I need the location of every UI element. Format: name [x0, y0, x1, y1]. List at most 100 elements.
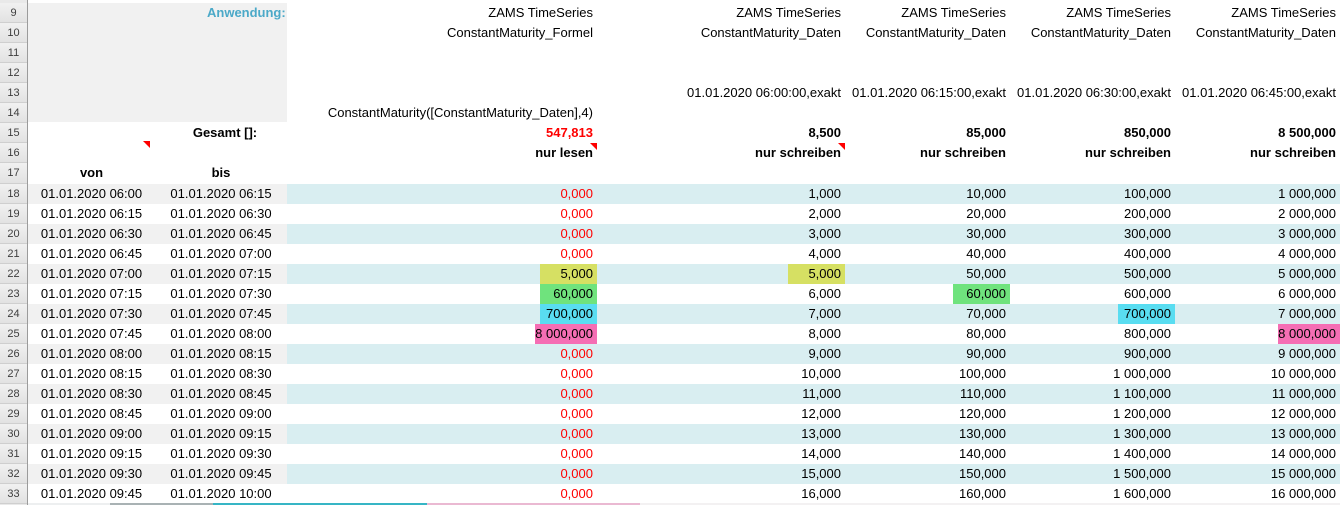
cell-daten-06-15-row25[interactable]: 80,000: [966, 326, 1006, 341]
cell-daten-06-30-row30[interactable]: 1 300,000: [1113, 426, 1171, 441]
cell-formel-row21[interactable]: 0,000: [560, 246, 593, 261]
row-header-14[interactable]: 14: [0, 103, 27, 123]
row-header-24[interactable]: 24: [0, 304, 27, 324]
cell-daten-06-00-row27[interactable]: 10,000: [801, 366, 841, 381]
mode-daten3[interactable]: nur schreiben: [1085, 145, 1171, 160]
col-header-daten2-series[interactable]: ConstantMaturity_Daten: [865, 25, 1006, 40]
cell-von-row25[interactable]: 01.01.2020 07:45: [40, 326, 143, 341]
cell-formel-row26[interactable]: 0,000: [560, 346, 593, 361]
formula-cell[interactable]: ConstantMaturity([ConstantMaturity_Daten…: [327, 105, 593, 120]
col-timestamp-daten1[interactable]: 01.01.2020 06:00:00,exakt: [687, 85, 841, 100]
mode-daten4[interactable]: nur schreiben: [1250, 145, 1336, 160]
mode-formel[interactable]: nur lesen: [535, 145, 593, 160]
col-header-daten4-series[interactable]: ConstantMaturity_Daten: [1195, 25, 1336, 40]
cell-von-row18[interactable]: 01.01.2020 06:00: [40, 186, 143, 201]
cell-daten-06-30-row27[interactable]: 1 000,000: [1113, 366, 1171, 381]
cell-daten-06-15-row19[interactable]: 20,000: [966, 206, 1006, 221]
cell-daten-06-00-row24[interactable]: 7,000: [808, 306, 841, 321]
cell-formel-row19[interactable]: 0,000: [560, 206, 593, 221]
cell-daten-06-00-row29[interactable]: 12,000: [801, 406, 841, 421]
cell-von-row22[interactable]: 01.01.2020 07:00: [40, 266, 143, 281]
cell-von-row26[interactable]: 01.01.2020 08:00: [40, 346, 143, 361]
cell-daten-06-45-row29[interactable]: 12 000,000: [1270, 406, 1336, 421]
cell-formel-row18[interactable]: 0,000: [560, 186, 593, 201]
col-timestamp-daten2[interactable]: 01.01.2020 06:15:00,exakt: [852, 85, 1006, 100]
cell-von-row20[interactable]: 01.01.2020 06:30: [40, 226, 143, 241]
cell-daten-06-00-row25[interactable]: 8,000: [808, 326, 841, 341]
cell-daten-06-30-row33[interactable]: 1 600,000: [1113, 486, 1171, 501]
mode-daten2[interactable]: nur schreiben: [920, 145, 1006, 160]
cell-daten-06-45-row28[interactable]: 11 000,000: [1271, 386, 1336, 401]
gesamt-label[interactable]: Gesamt []:: [192, 125, 258, 140]
cell-daten-06-45-row32[interactable]: 15 000,000: [1270, 466, 1336, 481]
cell-formel-row32[interactable]: 0,000: [560, 466, 593, 481]
cell-formel-row28[interactable]: 0,000: [560, 386, 593, 401]
cell-bis-row20[interactable]: 01.01.2020 06:45: [170, 226, 272, 241]
col-header-daten1-series[interactable]: ConstantMaturity_Daten: [700, 25, 841, 40]
col-timestamp-daten3[interactable]: 01.01.2020 06:30:00,exakt: [1017, 85, 1171, 100]
cell-daten-06-15-row31[interactable]: 140,000: [959, 446, 1006, 461]
cell-daten-06-00-row26[interactable]: 9,000: [808, 346, 841, 361]
row-header-19[interactable]: 19: [0, 204, 27, 224]
cell-bis-row33[interactable]: 01.01.2020 10:00: [170, 486, 272, 501]
cell-von-row32[interactable]: 01.01.2020 09:30: [40, 466, 143, 481]
cell-daten-06-45-row33[interactable]: 16 000,000: [1270, 486, 1336, 501]
cell-bis-row31[interactable]: 01.01.2020 09:30: [170, 446, 272, 461]
cell-daten-06-15-row22[interactable]: 50,000: [966, 266, 1006, 281]
cell-bis-row18[interactable]: 01.01.2020 06:15: [170, 186, 272, 201]
cell-bis-row21[interactable]: 01.01.2020 07:00: [170, 246, 272, 261]
cell-von-row24[interactable]: 01.01.2020 07:30: [40, 306, 143, 321]
cell-bis-row28[interactable]: 01.01.2020 08:45: [170, 386, 272, 401]
cell-daten-06-15-row27[interactable]: 100,000: [959, 366, 1006, 381]
cell-daten-06-15-row20[interactable]: 30,000: [966, 226, 1006, 241]
gesamt-daten4[interactable]: 8 500,000: [1278, 125, 1336, 140]
cell-daten-06-30-row19[interactable]: 200,000: [1124, 206, 1171, 221]
cell-formel-row29[interactable]: 0,000: [560, 406, 593, 421]
row-header-30[interactable]: 30: [0, 424, 27, 444]
cell-formel-row23[interactable]: 60,000: [287, 284, 597, 304]
cell-bis-row23[interactable]: 01.01.2020 07:30: [170, 286, 272, 301]
cell-bis-row25[interactable]: 01.01.2020 08:00: [170, 326, 272, 341]
cell-von-row31[interactable]: 01.01.2020 09:15: [40, 446, 143, 461]
cell-daten-06-45-row26[interactable]: 9 000,000: [1278, 346, 1336, 361]
cell-formel-row25[interactable]: 8 000,000: [287, 324, 597, 344]
cell-daten-06-30-row29[interactable]: 1 200,000: [1113, 406, 1171, 421]
col-header-daten2-app[interactable]: ZAMS TimeSeries: [901, 5, 1006, 20]
cell-daten-06-45-row24[interactable]: 7 000,000: [1278, 306, 1336, 321]
cell-daten-06-00-row21[interactable]: 4,000: [808, 246, 841, 261]
col-header-daten4-app[interactable]: ZAMS TimeSeries: [1231, 5, 1336, 20]
row-header-9[interactable]: 9: [0, 3, 27, 23]
cell-formel-row31[interactable]: 0,000: [560, 446, 593, 461]
cell-daten-06-00-row18[interactable]: 1,000: [808, 186, 841, 201]
cell-daten-06-30-row26[interactable]: 900,000: [1124, 346, 1171, 361]
cell-von-row21[interactable]: 01.01.2020 06:45: [40, 246, 143, 261]
row-header-21[interactable]: 21: [0, 244, 27, 264]
row-header-20[interactable]: 20: [0, 224, 27, 244]
row-header-13[interactable]: 13: [0, 83, 27, 103]
col-header-formel-app[interactable]: ZAMS TimeSeries: [488, 5, 593, 20]
cell-bis-row29[interactable]: 01.01.2020 09:00: [170, 406, 272, 421]
cell-formel-row30[interactable]: 0,000: [560, 426, 593, 441]
cell-daten-06-45-row30[interactable]: 13 000,000: [1270, 426, 1336, 441]
col-header-daten3-series[interactable]: ConstantMaturity_Daten: [1030, 25, 1171, 40]
row-header-16[interactable]: 16: [0, 143, 27, 163]
cell-daten-06-00-row30[interactable]: 13,000: [801, 426, 841, 441]
cell-daten-06-00-row22[interactable]: 5,000: [597, 264, 845, 284]
cell-daten-06-30-row24[interactable]: 700,000: [1010, 304, 1175, 324]
cell-daten-06-15-row33[interactable]: 160,000: [959, 486, 1006, 501]
mode-daten1[interactable]: nur schreiben: [755, 145, 841, 160]
cell-bis-row19[interactable]: 01.01.2020 06:30: [170, 206, 272, 221]
cell-formel-row27[interactable]: 0,000: [560, 366, 593, 381]
cell-von-row27[interactable]: 01.01.2020 08:15: [40, 366, 143, 381]
cell-daten-06-45-row20[interactable]: 3 000,000: [1278, 226, 1336, 241]
cell-daten-06-30-row31[interactable]: 1 400,000: [1113, 446, 1171, 461]
cell-daten-06-00-row20[interactable]: 3,000: [808, 226, 841, 241]
row-header-10[interactable]: 10: [0, 23, 27, 43]
row-header-12[interactable]: 12: [0, 63, 27, 83]
cell-daten-06-30-row18[interactable]: 100,000: [1124, 186, 1171, 201]
cell-daten-06-45-row21[interactable]: 4 000,000: [1278, 246, 1336, 261]
row-header-22[interactable]: 22: [0, 264, 27, 284]
cell-daten-06-15-row24[interactable]: 70,000: [966, 306, 1006, 321]
cell-formel-row20[interactable]: 0,000: [560, 226, 593, 241]
cell-daten-06-00-row33[interactable]: 16,000: [801, 486, 841, 501]
